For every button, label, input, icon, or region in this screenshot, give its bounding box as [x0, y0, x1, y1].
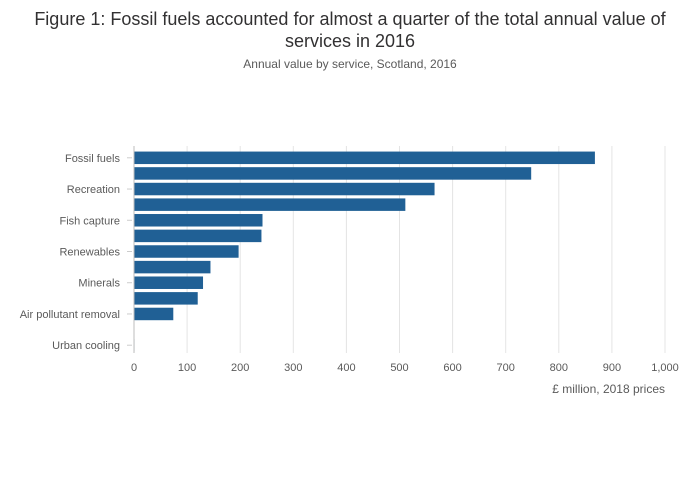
bar	[134, 245, 239, 258]
x-tick-label: 600	[443, 362, 461, 374]
bar	[134, 292, 198, 305]
x-tick-label: 700	[497, 362, 515, 374]
x-tick-label: 500	[390, 362, 408, 374]
bar	[134, 151, 595, 165]
category-label: Renewables	[59, 247, 120, 259]
bar	[134, 276, 204, 289]
x-axis-title: £ million, 2018 prices	[552, 382, 665, 396]
x-tick-label: 200	[231, 362, 249, 374]
x-tick-label: 100	[178, 362, 196, 374]
bar	[134, 198, 406, 211]
bar	[134, 260, 211, 274]
category-label: Recreation	[67, 184, 120, 196]
bar	[134, 307, 174, 321]
category-label: Air pollutant removal	[20, 309, 120, 321]
category-label: Fish capture	[59, 215, 120, 227]
x-tick-label: 300	[284, 362, 302, 374]
bar	[134, 229, 262, 243]
chart-title: Figure 1: Fossil fuels accounted for alm…	[34, 9, 666, 51]
bar	[134, 182, 435, 196]
bar	[134, 214, 263, 227]
x-tick-label: 1,000	[651, 362, 679, 374]
category-label: Minerals	[78, 278, 120, 290]
category-label: Fossil fuels	[65, 153, 121, 165]
x-tick-label: 800	[550, 362, 568, 374]
x-tick-label: 900	[603, 362, 621, 374]
x-tick-label: 0	[131, 362, 137, 374]
bar	[134, 167, 532, 180]
category-label: Urban cooling	[52, 340, 120, 352]
chart-subtitle: Annual value by service, Scotland, 2016	[243, 57, 457, 71]
x-tick-label: 400	[337, 362, 355, 374]
